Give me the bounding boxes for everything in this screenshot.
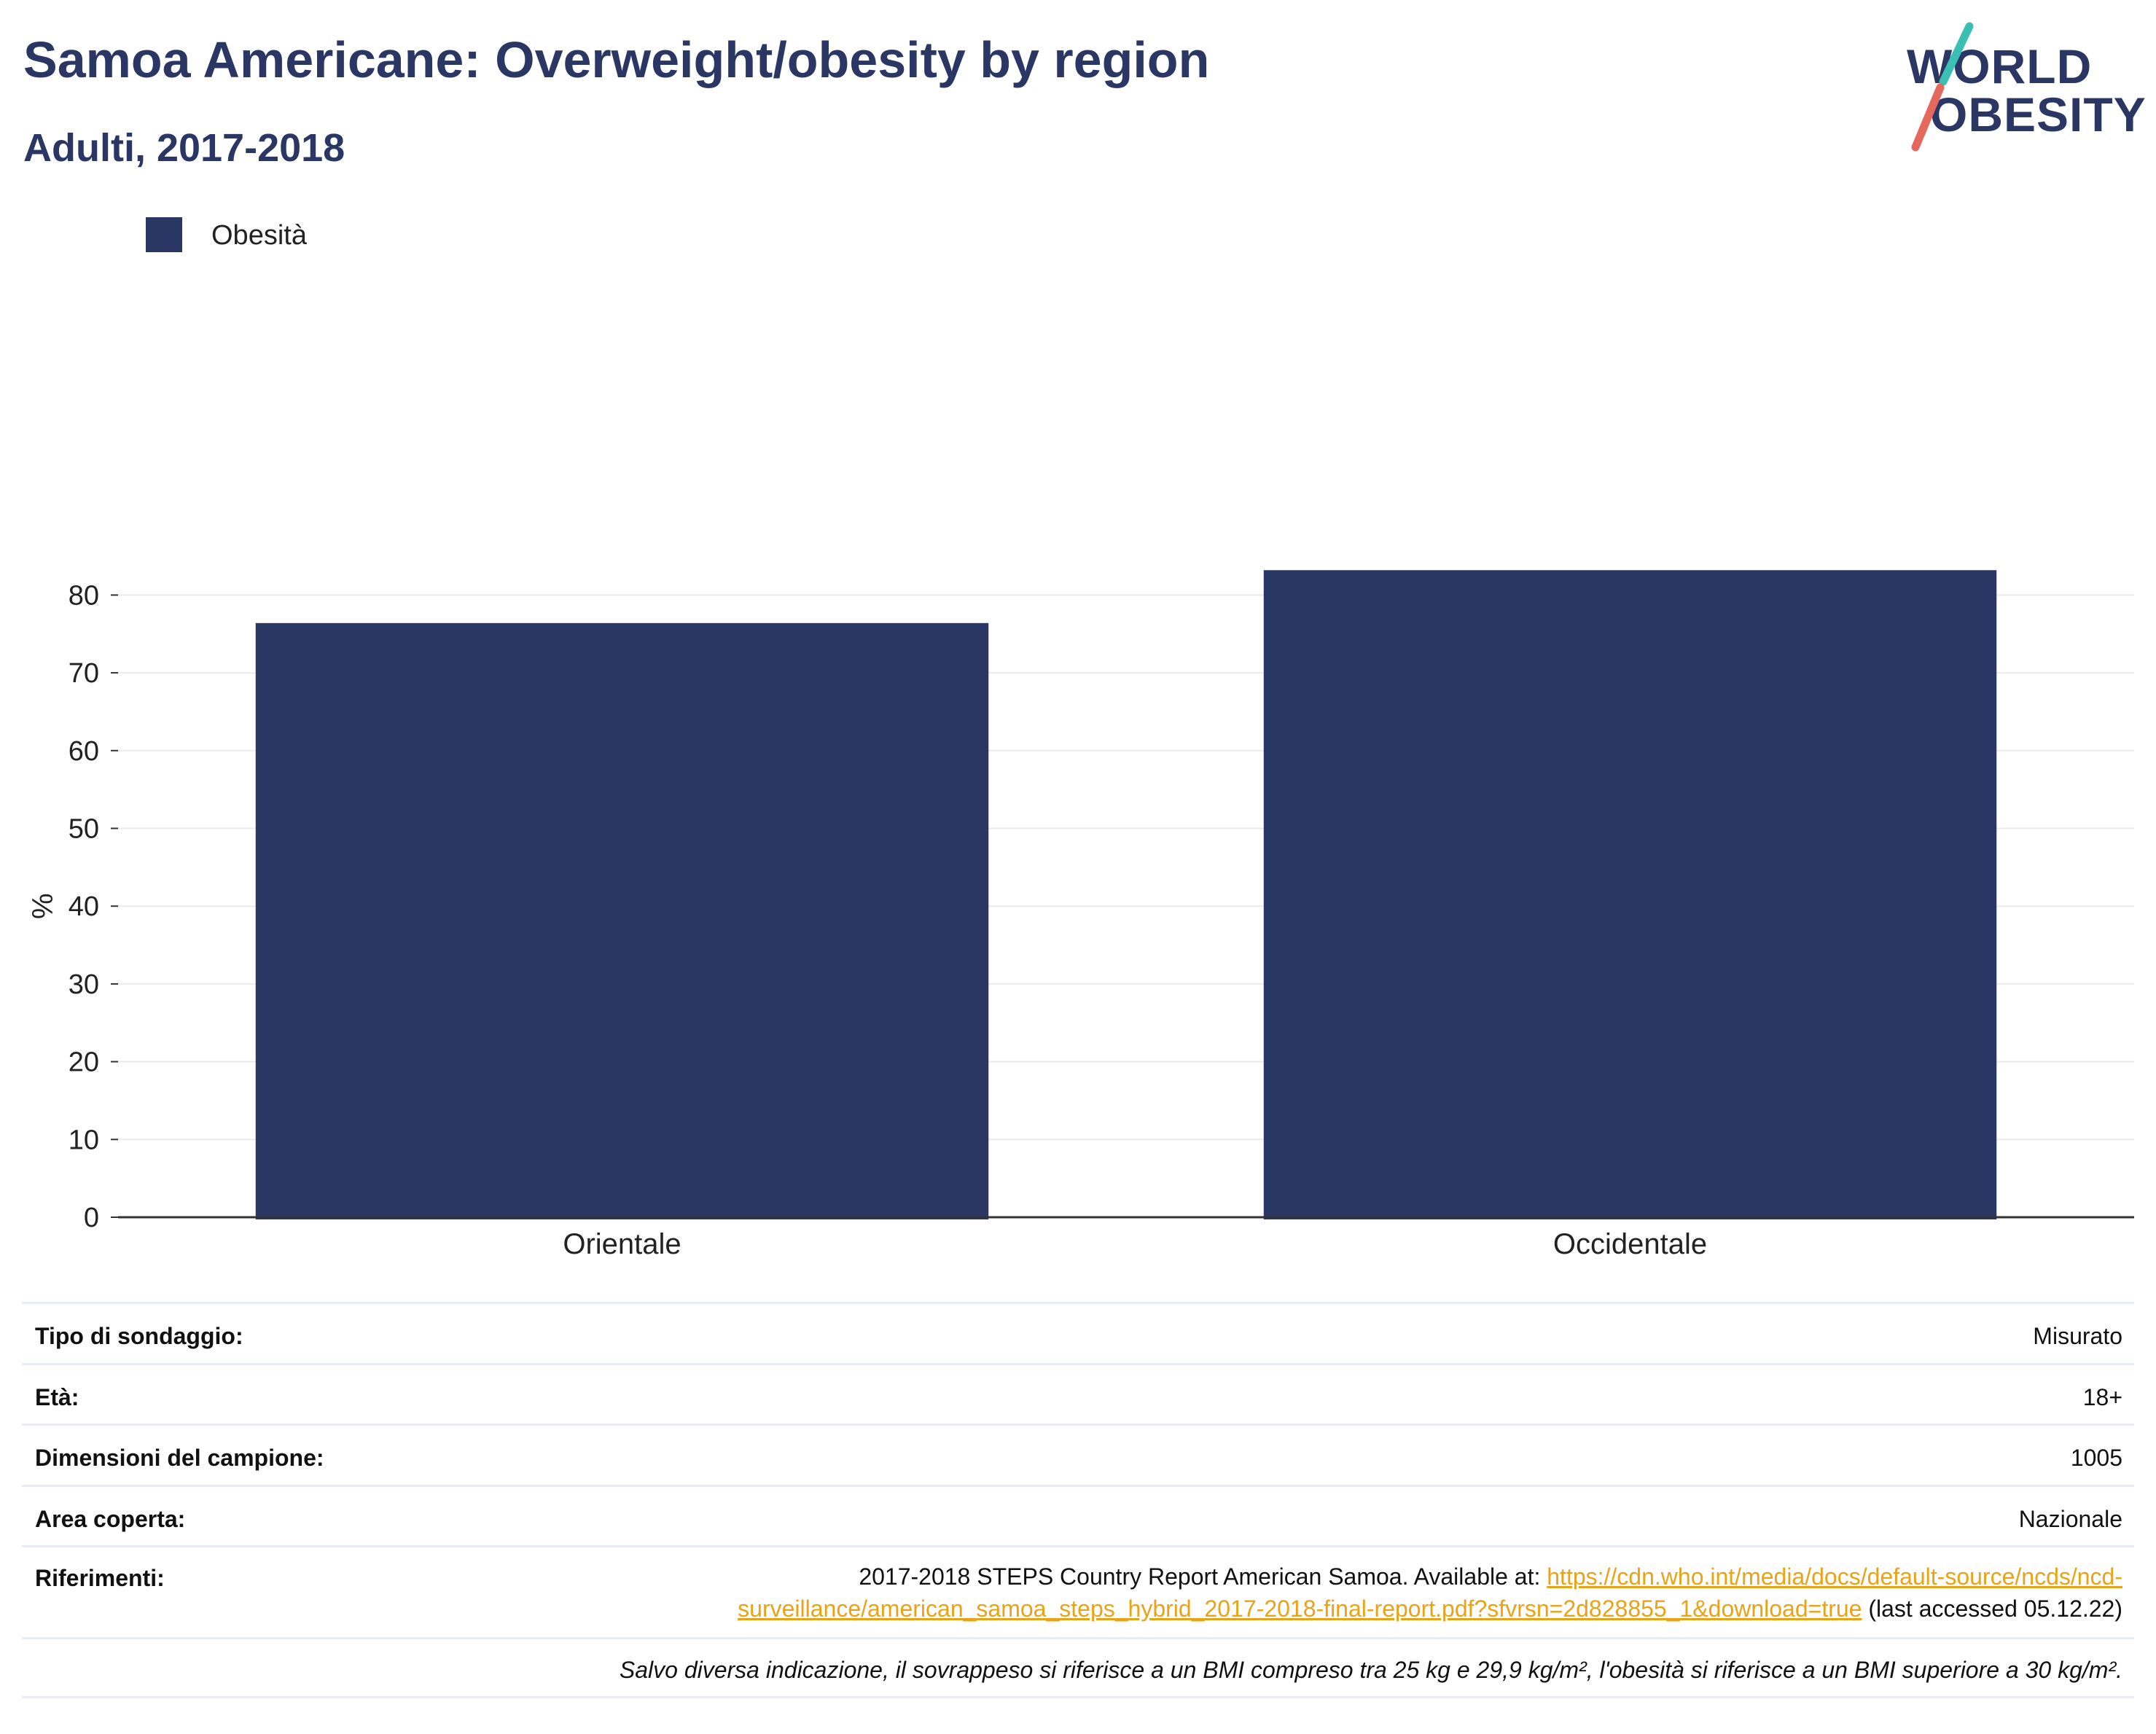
- chart-subtitle: Adulti, 2017-2018: [23, 126, 345, 170]
- y-tick-label: 0: [84, 1203, 99, 1233]
- info-key: Età:: [35, 1384, 79, 1410]
- bars: [255, 570, 1997, 1219]
- y-tick-label: 50: [69, 814, 99, 845]
- y-tick-label: 40: [69, 891, 99, 922]
- world-obesity-logo: WORLD OBESITY: [1902, 22, 2146, 153]
- y-tick-label: 30: [69, 969, 99, 1000]
- axes: 0 10 20 30 40 50 60 70 80 Orientale Occidentale%: [27, 580, 2134, 1260]
- references-value: 2017-2018 STEPS Country Report American …: [519, 1561, 2122, 1625]
- info-value: Nazionale: [2018, 1506, 2122, 1532]
- info-key: Tipo di sondaggio:: [35, 1323, 243, 1349]
- bar-occidentale: [1263, 570, 1997, 1219]
- chart-title: Samoa Americane: Overweight/obesity by r…: [23, 31, 1210, 88]
- info-row-area-covered: Area coperta: Nazionale: [22, 1485, 2134, 1545]
- references-text: 2017-2018 STEPS Country Report American …: [859, 1563, 1547, 1590]
- x-tick-label: Orientale: [563, 1228, 681, 1260]
- info-value: 1005: [2070, 1445, 2122, 1471]
- bar-orientale: [255, 622, 989, 1219]
- references-accessed-text: (last accessed 05.12.22): [1862, 1596, 2122, 1622]
- info-row-note: Salvo diversa indicazione, il sovrappeso…: [22, 1637, 2134, 1698]
- y-tick-label: 80: [69, 580, 99, 611]
- info-row-sample-size: Dimensioni del campione: 1005: [22, 1423, 2134, 1485]
- info-key: Area coperta:: [35, 1506, 186, 1532]
- info-row-survey-type: Tipo di sondaggio: Misurato: [22, 1302, 2134, 1363]
- logo-word-world: WORLD: [1907, 39, 2093, 93]
- y-tick-label: 10: [69, 1125, 99, 1155]
- info-row-references: Riferimenti: 2017-2018 STEPS Country Rep…: [22, 1545, 2134, 1637]
- info-value: 18+: [2082, 1384, 2122, 1410]
- y-tick-label: 60: [69, 736, 99, 767]
- logo-word-obesity: OBESITY: [1930, 87, 2147, 141]
- y-axis-label: %: [27, 893, 59, 919]
- info-value: Misurato: [2033, 1323, 2122, 1349]
- info-table: Tipo di sondaggio: Misurato Età: 18+ Dim…: [22, 1302, 2134, 1698]
- logo-slash-icon: [1911, 22, 1974, 152]
- y-tick-label: 20: [69, 1047, 99, 1078]
- references-link-part2[interactable]: surveillance/american_samoa_steps_hybrid…: [738, 1596, 1862, 1622]
- bar-chart: 0 10 20 30 40 50 60 70 80 Orientale Occidentale%: [27, 570, 2134, 1260]
- info-row-age: Età: 18+: [22, 1363, 2134, 1423]
- legend-swatch-obesity: [146, 217, 182, 252]
- info-key: Riferimenti:: [35, 1565, 165, 1591]
- bmi-definition-note: Salvo diversa indicazione, il sovrappeso…: [619, 1657, 2122, 1683]
- x-tick-label: Occidentale: [1553, 1228, 1707, 1260]
- references-link-part1[interactable]: https://cdn.who.int/media/docs/default-s…: [1547, 1563, 2122, 1590]
- y-tick-label: 70: [69, 658, 99, 689]
- legend-label-obesity: Obesità: [211, 220, 307, 251]
- info-key: Dimensioni del campione:: [35, 1445, 324, 1471]
